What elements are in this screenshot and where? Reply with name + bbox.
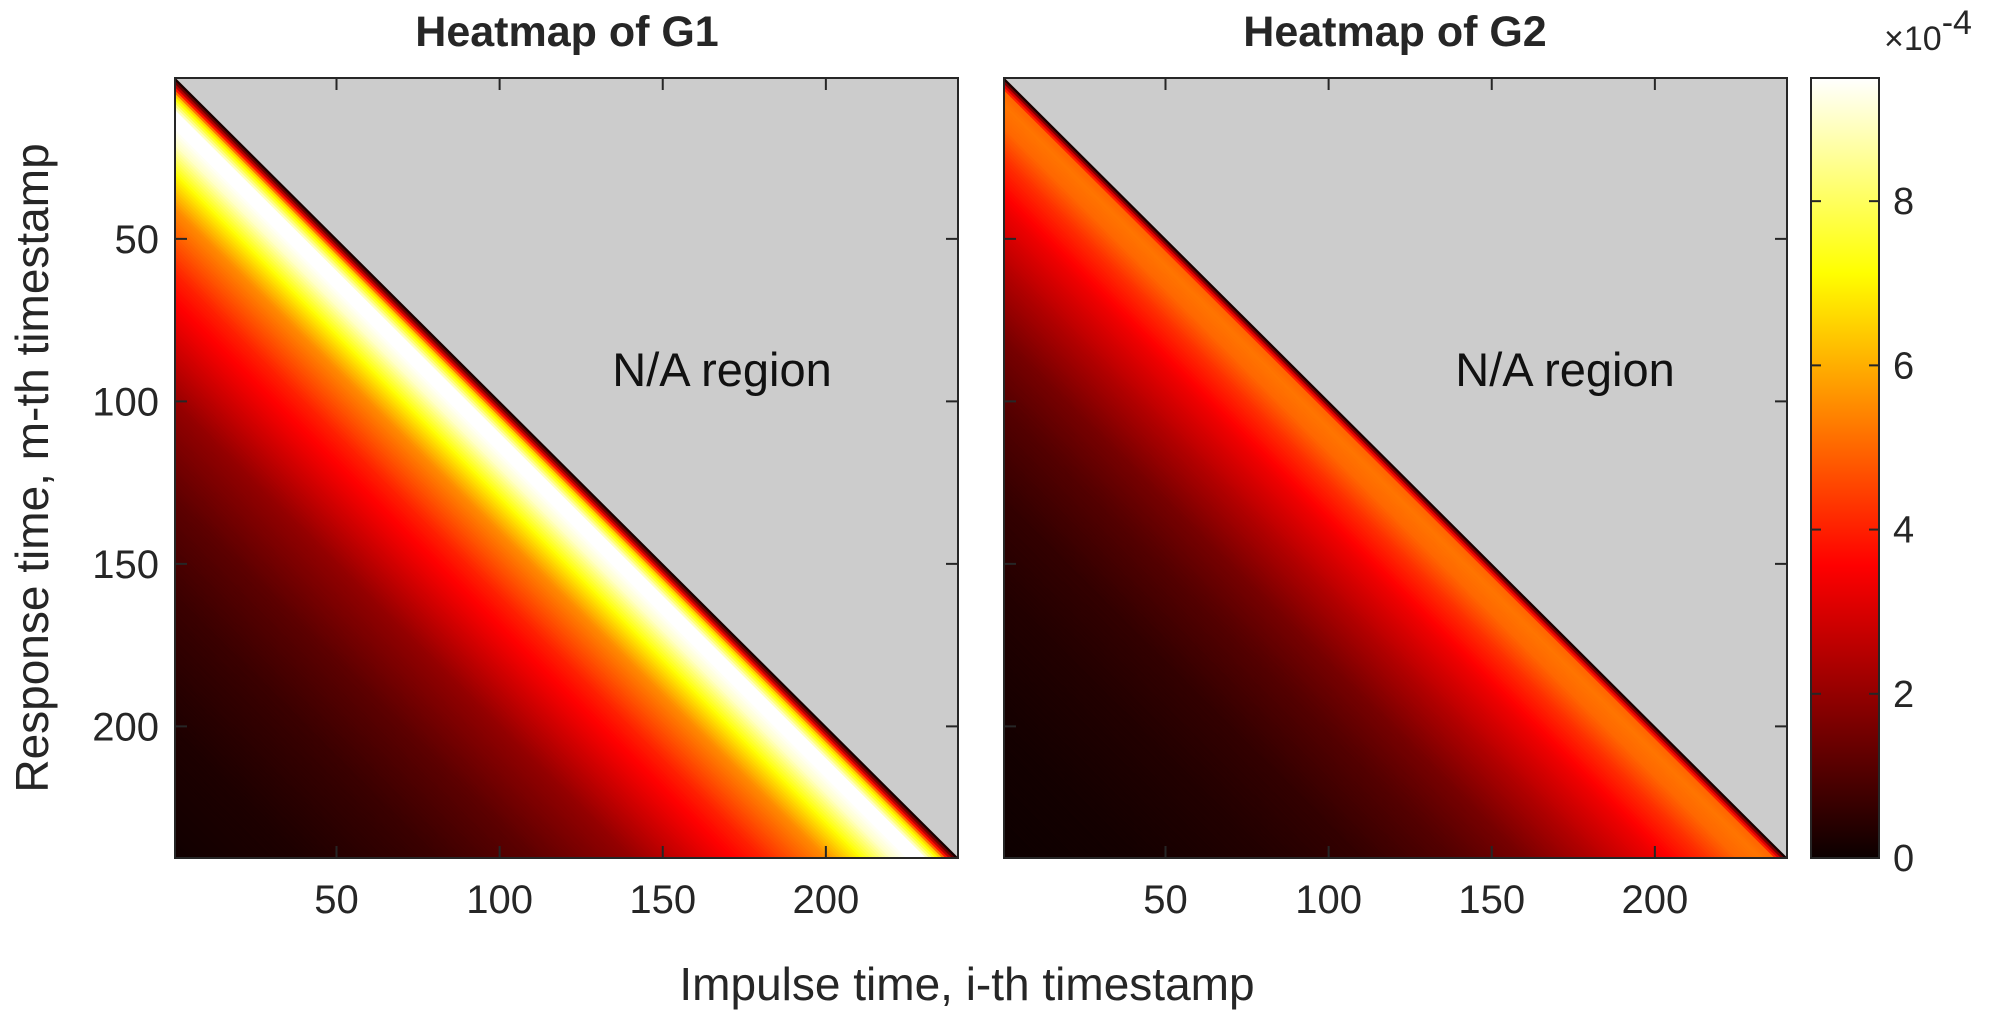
chart-title-g2: Heatmap of G2: [1243, 8, 1546, 56]
y-tick-label: 150: [92, 543, 159, 587]
colorbar-tick-label: 8: [1893, 181, 1914, 223]
x-tick-label: 100: [1295, 878, 1362, 922]
na-region-label-g2: N/A region: [1455, 343, 1674, 396]
heatmap-panel-g1: Heatmap of G1 50 100 150 200 50 100 150 200 N/A…: [6, 8, 959, 922]
colorbar-tick-label: 2: [1893, 674, 1914, 716]
y-axis-label: Response time, m-th timestamp: [6, 143, 58, 792]
colorbar-ticks: 0 2 4 6 8: [1811, 181, 1914, 880]
y-tick-label: 50: [115, 218, 160, 262]
tick-group-g2: 50 100 150 200: [1004, 78, 1787, 922]
tick-group-g1: 50 100 150 200 50 100 150 200: [92, 78, 958, 922]
plot-frame-g2: [1003, 77, 1788, 859]
colorbar: 0 2 4 6 8 ×10-4: [1810, 4, 1972, 880]
y-tick-label: 100: [92, 380, 159, 424]
heatmap-panel-g2: Heatmap of G2 50 100 150 200 N/A region: [1003, 8, 1788, 922]
plot-frame-g1: [174, 77, 959, 859]
heatmap-image-g1: [174, 77, 959, 859]
x-tick-label: 150: [1458, 878, 1525, 922]
x-tick-label: 200: [792, 878, 859, 922]
x-tick-label: 200: [1621, 878, 1688, 922]
x-tick-label: 50: [314, 878, 359, 922]
x-tick-label: 150: [629, 878, 696, 922]
colorbar-exponent: ×10-4: [1884, 4, 1972, 58]
colorbar-tick-label: 4: [1893, 510, 1914, 552]
colorbar-gradient: [1811, 78, 1879, 858]
heatmap-image-g2: [1003, 77, 1788, 859]
x-tick-label: 50: [1143, 878, 1188, 922]
x-axis-label: Impulse time, i-th timestamp: [679, 958, 1254, 1010]
colorbar-tick-label: 0: [1893, 838, 1914, 880]
colorbar-frame: [1810, 77, 1880, 859]
y-tick-label: 200: [92, 705, 159, 749]
chart-title-g1: Heatmap of G1: [415, 8, 718, 56]
na-region-label-g1: N/A region: [612, 343, 831, 396]
colorbar-tick-label: 6: [1893, 345, 1914, 387]
x-tick-label: 100: [466, 878, 533, 922]
